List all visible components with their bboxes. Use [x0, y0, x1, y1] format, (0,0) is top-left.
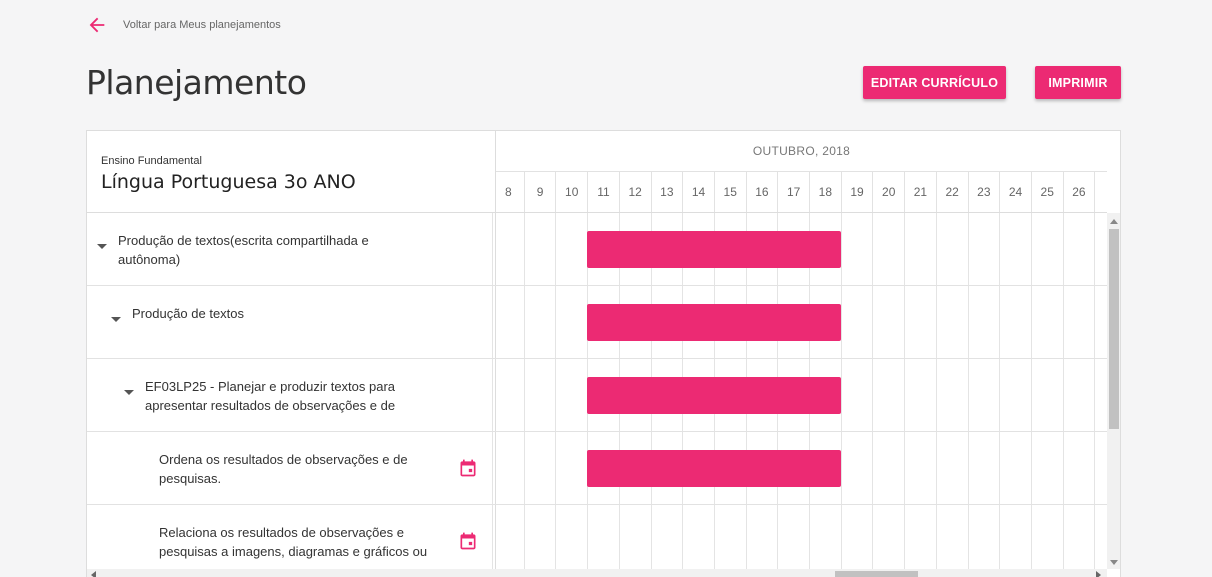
- expand-caret-icon[interactable]: [97, 244, 107, 249]
- scroll-right-icon[interactable]: [1096, 571, 1101, 577]
- calendar-day: 20: [872, 172, 904, 212]
- vertical-scrollbar[interactable]: [1107, 213, 1120, 569]
- row-text: Produção de textos: [132, 306, 245, 321]
- print-button[interactable]: IMPRIMIR: [1035, 66, 1121, 99]
- back-link-label[interactable]: Voltar para Meus planejamentos: [123, 19, 281, 31]
- calendar-day: 24: [999, 172, 1031, 212]
- calendar-day: 22: [935, 172, 968, 212]
- grid-line: [967, 213, 969, 573]
- calendar-day: 21: [904, 172, 936, 212]
- course-subject: Língua Portuguesa 3o ANO: [101, 171, 356, 193]
- row-text: Relaciona os resultados de observações e…: [159, 525, 428, 559]
- calendar-day: 17: [777, 172, 809, 212]
- scroll-down-icon[interactable]: [1110, 560, 1118, 565]
- back-link[interactable]: Voltar para Meus planejamentos: [86, 14, 281, 36]
- curriculum-rows: Produção de textos(escrita compartilhada…: [87, 213, 1107, 573]
- course-level: Ensino Fundamental: [101, 155, 202, 167]
- curriculum-row: Produção de textos(escrita compartilhada…: [87, 213, 1107, 286]
- calendar-day: 11: [587, 172, 619, 212]
- calendar-day: 13: [650, 172, 683, 212]
- calendar-day: 8: [496, 172, 524, 212]
- calendar-day: 14: [682, 172, 714, 212]
- grid-line: [904, 213, 906, 573]
- scroll-up-icon[interactable]: [1110, 219, 1118, 224]
- schedule-bar[interactable]: [587, 304, 841, 341]
- row-label: Produção de textos: [87, 286, 496, 358]
- expand-caret-icon[interactable]: [124, 390, 134, 395]
- edit-curriculum-button[interactable]: EDITAR CURRÍCULO: [863, 66, 1006, 99]
- calendar-day: 10: [555, 172, 587, 212]
- curriculum-row: Ordena os resultados de observações e de…: [87, 432, 1107, 505]
- grid-line: [523, 213, 525, 573]
- curriculum-row: Relaciona os resultados de observações e…: [87, 505, 1107, 573]
- scroll-left-icon[interactable]: [91, 571, 96, 577]
- horizontal-scroll-thumb[interactable]: [835, 571, 918, 577]
- grid-line: [1094, 213, 1096, 573]
- calendar-day: 26: [1062, 172, 1095, 212]
- schedule-bar[interactable]: [587, 450, 841, 487]
- calendar-icon[interactable]: [458, 531, 478, 551]
- calendar-day: 15: [713, 172, 746, 212]
- calendar-day: 9: [523, 172, 556, 212]
- row-label: EF03LP25 - Planejar e produzir textos pa…: [87, 359, 496, 431]
- planning-card: Ensino Fundamental Língua Portuguesa 3o …: [86, 130, 1121, 577]
- calendar-icon[interactable]: [458, 458, 478, 478]
- grid-line: [492, 213, 493, 573]
- calendar-day: 23: [967, 172, 1000, 212]
- grid-line: [1062, 213, 1064, 573]
- calendar-day: 16: [745, 172, 778, 212]
- row-text: Produção de textos(escrita compartilhada…: [118, 233, 369, 267]
- grid-line: [840, 213, 842, 573]
- grid-line: [872, 213, 874, 573]
- grid-line: [999, 213, 1001, 573]
- row-label: Ordena os resultados de observações e de…: [87, 432, 496, 504]
- calendar-header: OUTUBRO, 2018 8 9 10 11 12 13 14 15 16 17 18 19 20 21…: [496, 131, 1107, 213]
- row-text: EF03LP25 - Planejar e produzir textos pa…: [145, 379, 396, 413]
- curriculum-row: EF03LP25 - Planejar e produzir textos pa…: [87, 359, 1107, 432]
- arrow-left-icon[interactable]: [86, 14, 108, 36]
- row-text: Ordena os resultados de observações e de…: [159, 452, 408, 486]
- page-title: Planejamento: [86, 63, 307, 102]
- calendar-day: 2: [1094, 172, 1107, 212]
- grid-line: [555, 213, 557, 573]
- grid-line: [935, 213, 937, 573]
- schedule-bar[interactable]: [587, 231, 841, 268]
- calendar-day: 12: [618, 172, 651, 212]
- calendar-day: 18: [809, 172, 841, 212]
- grid-line: [1030, 213, 1032, 573]
- expand-caret-icon[interactable]: [111, 317, 121, 322]
- schedule-bar[interactable]: [587, 377, 841, 414]
- row-label: Relaciona os resultados de observações e…: [87, 505, 496, 573]
- calendar-day: 25: [1030, 172, 1063, 212]
- horizontal-scrollbar[interactable]: [87, 569, 1107, 577]
- calendar-month: OUTUBRO, 2018: [496, 131, 1107, 172]
- course-header: Ensino Fundamental Língua Portuguesa 3o …: [87, 131, 496, 213]
- row-label: Produção de textos(escrita compartilhada…: [87, 213, 496, 285]
- calendar-day: 19: [840, 172, 873, 212]
- curriculum-row: Produção de textos: [87, 286, 1107, 359]
- vertical-scroll-thumb[interactable]: [1109, 229, 1119, 429]
